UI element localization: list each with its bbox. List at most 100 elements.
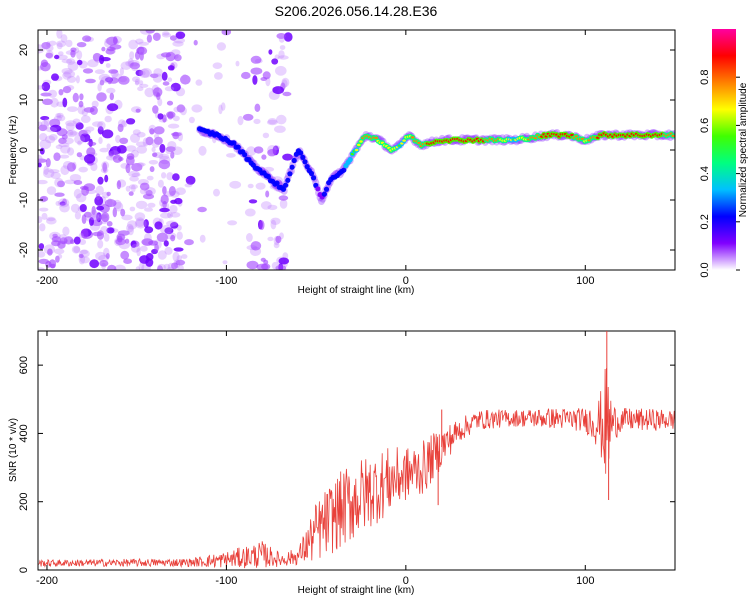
spectral-noise-blob xyxy=(263,166,275,172)
spectral-noise-blob xyxy=(48,40,57,46)
ridge-mark xyxy=(265,173,271,180)
spectral-noise-blob xyxy=(159,143,166,153)
spectral-noise-blob xyxy=(41,42,51,50)
spectral-noise-blob xyxy=(88,210,100,221)
spectral-noise-blob xyxy=(112,207,118,218)
spectral-noise-blob xyxy=(65,85,75,91)
spectral-noise-blob xyxy=(173,37,185,44)
spectral-noise-blob xyxy=(237,115,244,126)
spectral-noise-blob xyxy=(104,115,112,123)
spectral-noise-blob xyxy=(99,54,105,65)
spectral-noise-blob xyxy=(248,199,258,204)
spectral-noise-blob xyxy=(38,85,45,90)
spectral-noise-blob xyxy=(246,146,257,156)
spectral-noise-blob xyxy=(255,182,266,190)
spectral-noise-blob xyxy=(169,35,177,41)
spectral-noise-blob xyxy=(73,188,82,199)
spectral-noise-blob xyxy=(106,143,111,150)
spectral-noise-blob xyxy=(123,258,132,265)
colorbar-tick-label: 0.2 xyxy=(699,214,711,229)
spectral-noise-blob xyxy=(262,132,270,139)
spectral-noise-blob xyxy=(106,191,111,197)
spectral-noise-blob xyxy=(38,162,42,168)
spectral-noise-blob xyxy=(81,129,88,135)
spectral-noise-blob xyxy=(119,137,129,144)
spectral-noise-blob xyxy=(96,92,107,102)
spectral-noise-blob xyxy=(82,35,92,42)
spectral-noise-blob xyxy=(108,69,119,74)
spectral-noise-blob xyxy=(153,136,163,145)
spectral-noise-blob xyxy=(70,50,76,58)
spectral-noise-blob xyxy=(185,175,196,185)
spectral-noise-blob xyxy=(104,199,117,208)
ridge-mark xyxy=(300,154,306,160)
spectral-noise-blob xyxy=(220,102,226,111)
spectral-noise-blob xyxy=(135,38,144,45)
spectral-noise-blob xyxy=(176,231,183,240)
spectral-noise-blob xyxy=(59,154,70,159)
spectral-noise-blob xyxy=(106,87,116,94)
spectral-noise-blob xyxy=(45,44,54,52)
spectral-noise-blob xyxy=(118,240,130,250)
ridge-mark xyxy=(304,164,310,170)
spectral-noise-blob xyxy=(177,131,183,142)
spectral-noise-blob xyxy=(57,254,63,259)
spectral-noise-blob xyxy=(130,240,137,248)
spectral-noise-blob xyxy=(161,71,168,81)
spectral-noise-blob xyxy=(179,106,187,116)
spectral-noise-blob xyxy=(276,33,287,39)
spectral-noise-blob xyxy=(53,152,61,161)
snr-y-label: SNR (10 * v/v) xyxy=(8,418,19,482)
spectral-noise-blob xyxy=(78,253,84,259)
ridge-mark xyxy=(291,157,297,164)
spectral-noise-blob xyxy=(129,51,135,60)
x-tick-label: 100 xyxy=(576,275,594,287)
spectral-noise-blob xyxy=(39,207,49,212)
spectral-noise-blob xyxy=(218,104,223,115)
spectral-noise-blob xyxy=(195,79,203,86)
snr-panel: -200 -100 0 100 0 200 400 600 Height of straig… xyxy=(8,330,676,596)
spectral-noise-blob xyxy=(45,50,54,60)
spectral-noise-blob xyxy=(135,200,148,210)
spectral-noise-blob xyxy=(135,266,141,270)
spectral-noise-blob xyxy=(146,175,154,181)
spectral-noise-blob xyxy=(268,49,273,55)
spectral-noise-blob xyxy=(79,204,87,212)
x-tick-label: -200 xyxy=(36,275,58,287)
spectral-noise-blob xyxy=(106,227,115,234)
spectral-noise-blob xyxy=(148,240,159,246)
spectral-noise-blob xyxy=(278,50,285,59)
spectral-noise-blob xyxy=(89,217,94,226)
spectral-noise-blob xyxy=(246,260,259,270)
spectral-noise-blob xyxy=(139,188,148,195)
spectral-noise-blob xyxy=(136,247,141,257)
spectral-noise-blob xyxy=(184,183,193,188)
figure-title: S206.2026.056.14.28.E36 xyxy=(275,3,438,19)
spectrogram-x-label: Height of straight line (km) xyxy=(298,285,415,296)
ridge-peak xyxy=(410,136,415,139)
spectral-noise-blob xyxy=(39,133,48,141)
spectral-noise-blob xyxy=(132,129,141,136)
spectral-noise-blob xyxy=(129,62,141,70)
spectral-noise-blob xyxy=(38,158,47,163)
spectral-noise-blob xyxy=(149,166,155,173)
spectral-noise-blob xyxy=(138,48,145,56)
spectral-noise-blob xyxy=(167,211,173,219)
spectral-noise-blob xyxy=(60,34,68,43)
ridge-mark xyxy=(321,191,327,197)
spectral-noise-blob xyxy=(56,112,64,119)
spectral-noise-blob xyxy=(278,35,285,43)
spectral-noise-blob xyxy=(162,31,170,36)
spectral-noise-blob xyxy=(41,212,48,220)
ridge-peak xyxy=(402,139,406,142)
spectral-noise-blob xyxy=(279,199,288,209)
spectral-noise-blob xyxy=(58,89,64,96)
spectral-noise-blob xyxy=(136,131,146,138)
spectral-noise-blob xyxy=(127,220,138,230)
spectral-noise-blob xyxy=(172,251,180,262)
spectral-noise-blob xyxy=(172,40,184,47)
spectral-noise-blob xyxy=(40,120,49,130)
spectral-noise-blob xyxy=(38,251,46,258)
spectral-noise-blob xyxy=(131,65,138,72)
spectral-noise-blob xyxy=(140,67,152,78)
